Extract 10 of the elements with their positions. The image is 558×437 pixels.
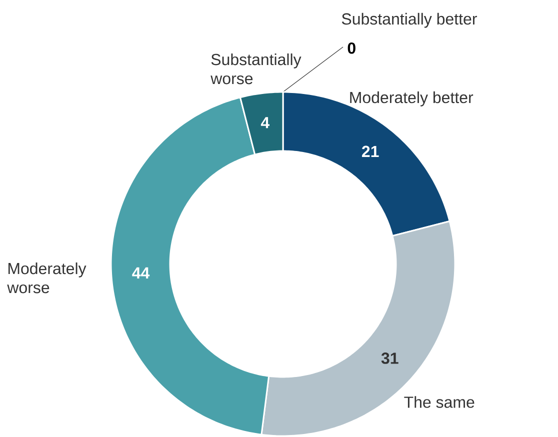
- text: 0: [348, 42, 356, 54]
- slice-label: Substantially worse: [210, 53, 302, 84]
- category-label: Substantially better: [342, 12, 477, 28]
- slice-label: Moderately better: [350, 91, 474, 106]
- data-label: 4: [260, 117, 270, 128]
- data-label: 31: [381, 352, 398, 364]
- slice-label: The same: [404, 396, 474, 408]
- slice-label: Moderately worse: [7, 262, 86, 294]
- data-label: 44: [132, 267, 150, 278]
- data-label: 21: [362, 146, 379, 157]
